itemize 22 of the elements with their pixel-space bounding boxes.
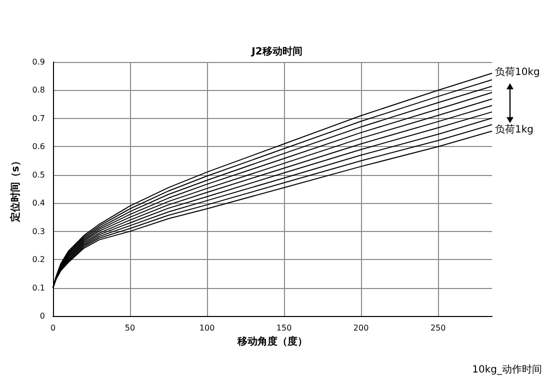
y-tick-label: 0.1 [32, 283, 45, 292]
y-tick-label: 0.5 [32, 170, 45, 180]
x-tick-label: 200 [353, 324, 369, 332]
y-tick-label: 0.9 [32, 58, 45, 66]
y-tick-label: 0.4 [32, 198, 45, 208]
annotation: 负荷10kg [495, 66, 540, 78]
y-tick-label: 0 [40, 312, 45, 320]
y-tick-label: 0.3 [32, 226, 45, 236]
annotation: 负荷1kg [495, 124, 534, 136]
x-tick-label: 150 [276, 324, 292, 332]
x-tick-label: 250 [430, 324, 446, 332]
x-axis-title: 移动角度（度） [236, 335, 308, 348]
x-tick-label: 100 [199, 324, 215, 332]
chart-title: J2移动时间 [250, 46, 302, 58]
y-tick-label: 0.7 [32, 114, 45, 123]
y-axis-title: 定位时间（s） [10, 156, 22, 223]
x-tick-label: 0 [50, 324, 56, 332]
y-tick-label: 0.2 [32, 255, 45, 264]
y-tick-label: 0.8 [32, 86, 45, 95]
x-tick-label: 50 [124, 324, 136, 332]
y-tick-label: 0.6 [32, 142, 45, 152]
text: 10kg_动作时间 [472, 364, 542, 376]
